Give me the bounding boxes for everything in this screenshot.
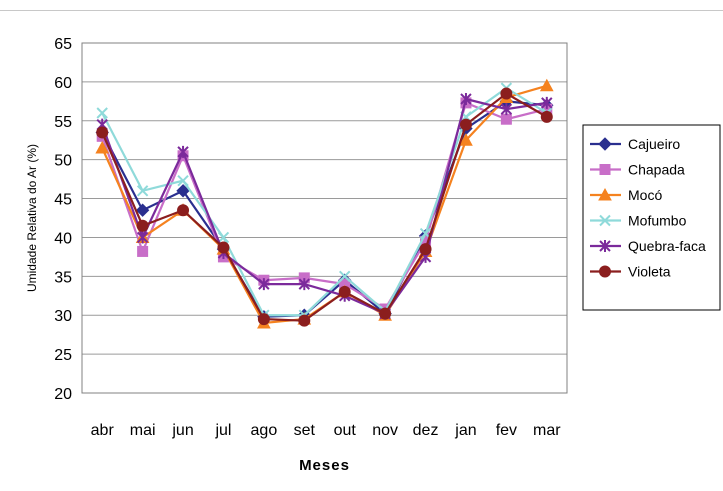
data-point bbox=[500, 87, 513, 100]
legend-entry: Mocó bbox=[590, 187, 662, 203]
x-tick-label: nov bbox=[372, 422, 398, 439]
series-line bbox=[101, 101, 548, 311]
y-tick-label: 20 bbox=[54, 386, 72, 403]
data-point bbox=[539, 78, 554, 92]
data-point bbox=[95, 140, 110, 154]
x-tick-label: ago bbox=[251, 422, 278, 439]
data-point bbox=[177, 145, 189, 158]
x-tick-label: jan bbox=[454, 422, 476, 439]
legend-entry: Quebra-faca bbox=[590, 238, 706, 254]
legend-label: Cajueiro bbox=[628, 136, 680, 152]
data-point bbox=[136, 219, 149, 232]
legend-label: Violeta bbox=[628, 264, 671, 280]
series-line bbox=[101, 97, 547, 316]
x-tick-label: mai bbox=[130, 422, 156, 439]
data-point bbox=[338, 285, 351, 298]
data-point bbox=[137, 245, 149, 257]
series-line bbox=[101, 86, 548, 317]
series-mofumbo bbox=[96, 82, 553, 321]
legend-marker bbox=[599, 240, 611, 252]
legend-label: Quebra-faca bbox=[628, 238, 706, 254]
data-point bbox=[257, 313, 270, 326]
data-point bbox=[96, 126, 109, 139]
x-tick-label: out bbox=[334, 422, 357, 439]
y-tick-label: 30 bbox=[54, 308, 72, 325]
legend-entry: Chapada bbox=[590, 162, 685, 178]
y-tick-label: 60 bbox=[54, 75, 72, 92]
data-point bbox=[540, 110, 553, 123]
data-point bbox=[135, 203, 150, 217]
x-tick-label: abr bbox=[91, 422, 115, 439]
data-point bbox=[460, 93, 472, 105]
data-point bbox=[339, 270, 351, 283]
series-chapada bbox=[96, 97, 553, 315]
y-tick-label: 50 bbox=[54, 153, 72, 170]
data-point bbox=[459, 118, 472, 131]
data-point bbox=[177, 204, 190, 217]
x-tick-label: set bbox=[294, 422, 316, 439]
y-axis-title: Umidade Relativa do Ar (%) bbox=[25, 144, 39, 292]
data-point bbox=[136, 231, 149, 244]
data-point bbox=[217, 231, 230, 244]
x-tick-label: fev bbox=[496, 422, 517, 439]
legend-box bbox=[582, 124, 721, 311]
legend-label: Chapada bbox=[628, 162, 685, 178]
data-point bbox=[217, 241, 230, 254]
y-tick-label: 35 bbox=[54, 269, 72, 286]
x-tick-label: jul bbox=[214, 422, 231, 439]
legend-marker bbox=[599, 164, 611, 175]
legend: Cajueiro Chapada Mocó Mofumbo Quebra-faca Vio… bbox=[582, 124, 721, 311]
y-tick-label: 25 bbox=[54, 347, 72, 364]
y-tick-label: 40 bbox=[54, 230, 72, 247]
data-point bbox=[459, 133, 473, 146]
series-violeta bbox=[96, 87, 553, 327]
series-line bbox=[101, 100, 547, 318]
x-tick-label: dez bbox=[413, 422, 439, 439]
data-point bbox=[419, 243, 432, 256]
data-point bbox=[500, 103, 513, 116]
y-tick-label: 65 bbox=[54, 36, 72, 53]
gridlines bbox=[82, 81, 567, 355]
legend-marker bbox=[599, 214, 611, 227]
x-tick-labels: abr mai jun jul ago set out nov dez jan fev mar bbox=[91, 422, 562, 439]
data-point bbox=[96, 107, 108, 119]
data-point bbox=[176, 184, 190, 198]
data-point bbox=[379, 307, 392, 320]
data-point bbox=[258, 278, 270, 291]
legend-entry: Cajueiro bbox=[590, 136, 680, 152]
data-point bbox=[541, 96, 553, 109]
y-tick-label: 55 bbox=[54, 114, 72, 131]
series-cajueiro bbox=[95, 94, 554, 324]
data-point bbox=[298, 314, 311, 327]
series-line bbox=[101, 92, 548, 322]
legend-entry: Mofumbo bbox=[590, 213, 687, 229]
series-layer bbox=[95, 78, 554, 329]
legend-label: Mocó bbox=[628, 187, 662, 203]
legend-marker bbox=[599, 265, 611, 278]
data-point bbox=[177, 174, 189, 187]
legend-marker bbox=[598, 137, 612, 151]
x-tick-label: mar bbox=[533, 422, 561, 439]
legend-entry: Violeta bbox=[590, 264, 671, 280]
data-point bbox=[298, 278, 310, 291]
legend-marker bbox=[598, 187, 612, 201]
series-line bbox=[101, 84, 548, 325]
top-divider-line bbox=[0, 10, 723, 11]
y-tick-label: 45 bbox=[54, 192, 72, 209]
plot-area bbox=[81, 42, 568, 394]
data-point bbox=[500, 113, 512, 125]
x-tick-label: jun bbox=[171, 422, 193, 439]
data-point bbox=[136, 185, 149, 197]
series-quebra-faca bbox=[96, 93, 553, 320]
legend-label: Mofumbo bbox=[628, 213, 687, 229]
y-tick-labels: 20 25 30 35 40 45 50 55 60 65 bbox=[54, 36, 72, 403]
x-axis-title: Meses bbox=[299, 457, 350, 474]
